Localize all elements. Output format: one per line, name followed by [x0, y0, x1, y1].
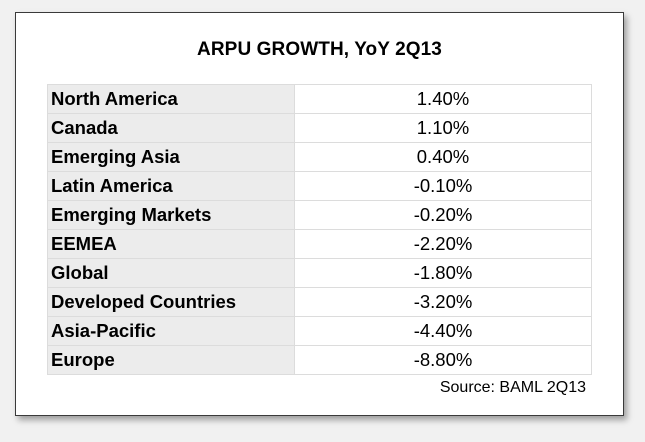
chart-card: ARPU GROWTH, YoY 2Q13 North America 1.40… — [15, 12, 624, 416]
region-cell: Canada — [47, 113, 295, 143]
table-row: Emerging Asia 0.40% — [47, 142, 592, 172]
region-cell: Latin America — [47, 171, 295, 201]
value-cell: -8.80% — [294, 345, 592, 375]
value-cell: -1.80% — [294, 258, 592, 288]
table-row: Developed Countries -3.20% — [47, 287, 592, 317]
table-row: Emerging Markets -0.20% — [47, 200, 592, 230]
value-cell: 1.10% — [294, 113, 592, 143]
value-cell: -4.40% — [294, 316, 592, 346]
value-cell: 0.40% — [294, 142, 592, 172]
table-row: Global -1.80% — [47, 258, 592, 288]
table-row: Latin America -0.10% — [47, 171, 592, 201]
value-cell: -0.10% — [294, 171, 592, 201]
table-row: North America 1.40% — [47, 84, 592, 114]
chart-title: ARPU GROWTH, YoY 2Q13 — [197, 39, 442, 60]
value-cell: -3.20% — [294, 287, 592, 317]
region-cell: Asia-Pacific — [47, 316, 295, 346]
region-cell: North America — [47, 84, 295, 114]
table-row: Asia-Pacific -4.40% — [47, 316, 592, 346]
region-cell: Developed Countries — [47, 287, 295, 317]
table-row: EEMEA -2.20% — [47, 229, 592, 259]
region-cell: Global — [47, 258, 295, 288]
value-cell: -2.20% — [294, 229, 592, 259]
region-cell: Europe — [47, 345, 295, 375]
region-cell: EEMEA — [47, 229, 295, 259]
arpu-table: North America 1.40% Canada 1.10% Emergin… — [47, 84, 592, 375]
table-row: Canada 1.10% — [47, 113, 592, 143]
region-cell: Emerging Asia — [47, 142, 295, 172]
region-cell: Emerging Markets — [47, 200, 295, 230]
value-cell: -0.20% — [294, 200, 592, 230]
table-row: Europe -8.80% — [47, 345, 592, 375]
value-cell: 1.40% — [294, 84, 592, 114]
source-note: Source: BAML 2Q13 — [439, 379, 586, 396]
